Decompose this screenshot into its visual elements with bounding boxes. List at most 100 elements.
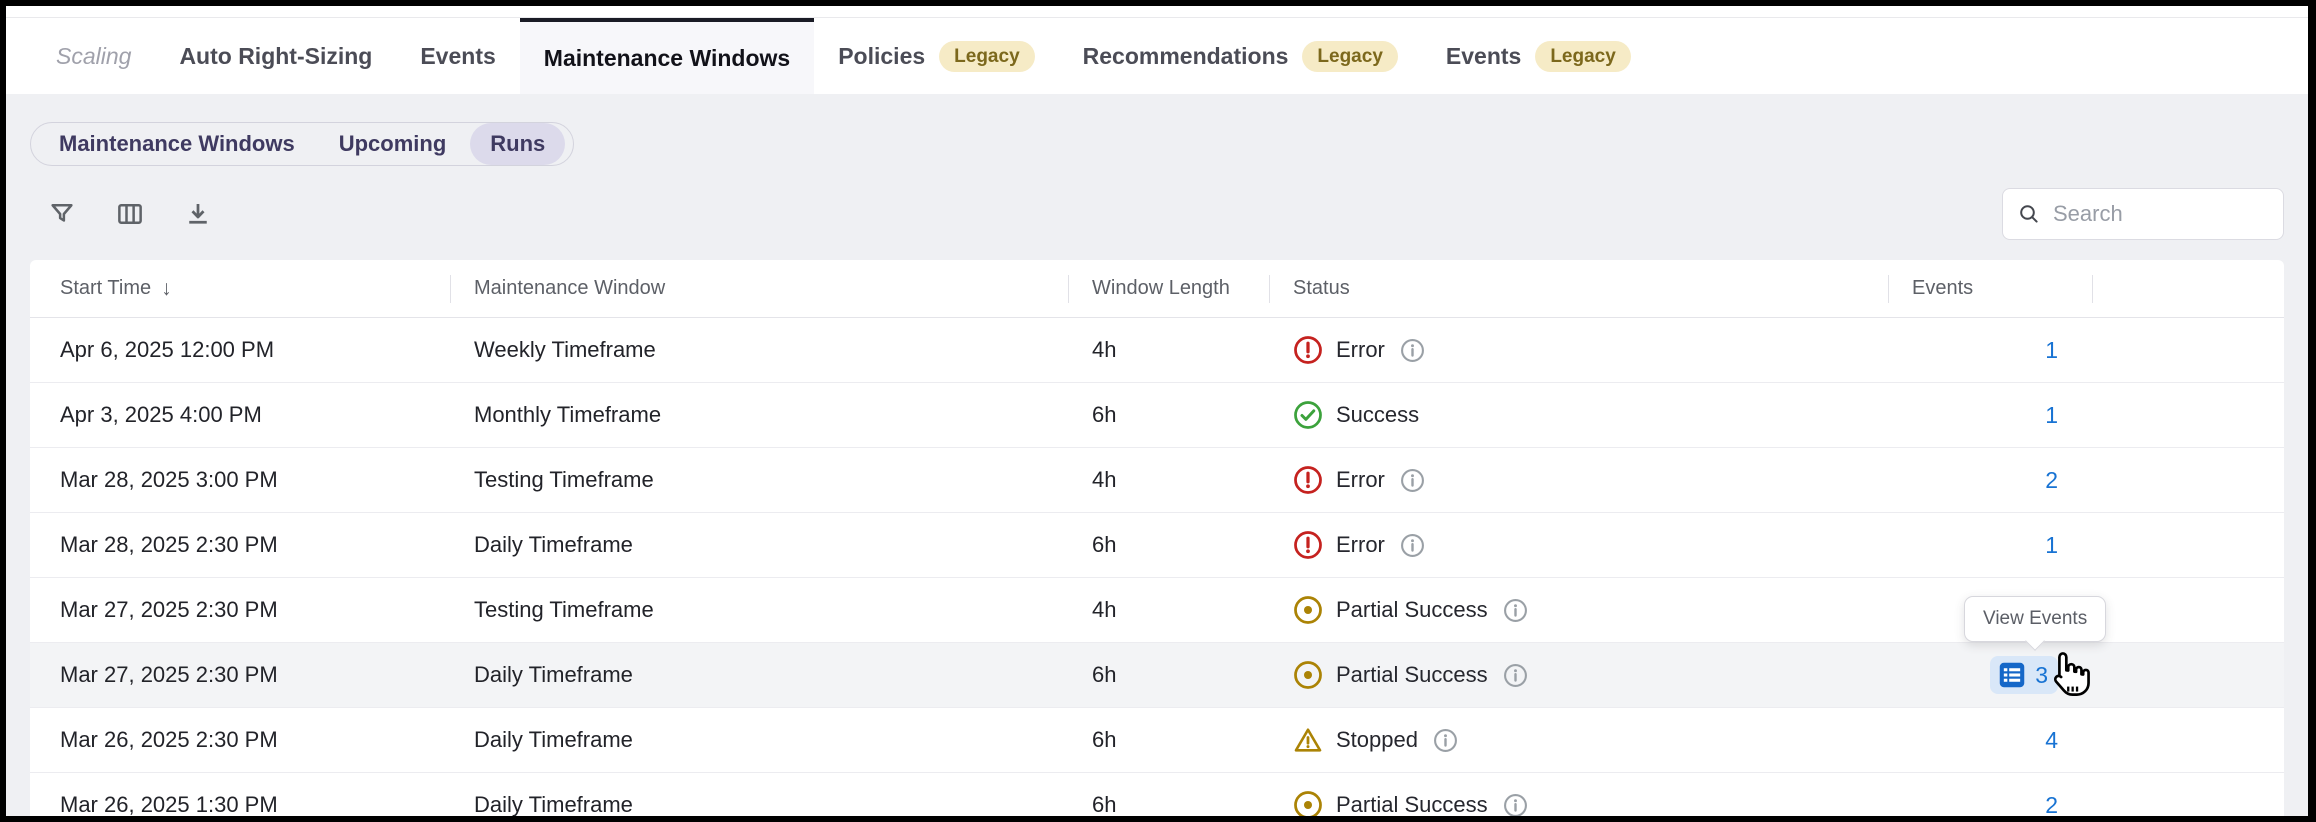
table-toolbar xyxy=(30,188,2284,240)
status-partial-icon xyxy=(1293,595,1323,625)
status-partial-icon xyxy=(1293,660,1323,690)
tab-auto-right-sizing[interactable]: Auto Right-Sizing xyxy=(155,18,396,94)
search-box[interactable] xyxy=(2002,188,2284,240)
info-icon[interactable] xyxy=(1400,468,1425,493)
tab-label: Auto Right-Sizing xyxy=(179,42,373,69)
subtab-label: Upcoming xyxy=(338,131,447,156)
info-icon[interactable] xyxy=(1400,338,1425,363)
events-cell: 1 xyxy=(1888,383,2092,447)
table-row: Mar 28, 2025 3:00 PM Testing Timeframe 4h E… xyxy=(30,448,2284,513)
subtab-label: Maintenance Windows xyxy=(59,131,295,156)
info-icon[interactable] xyxy=(1433,728,1458,753)
actions-cell xyxy=(2092,383,2284,447)
maintenance-window-value: Testing Timeframe xyxy=(474,467,654,492)
maintenance-window-cell: Daily Timeframe xyxy=(450,513,1068,577)
filter-button[interactable] xyxy=(46,198,78,230)
tooltip-text: View Events xyxy=(1983,608,2088,629)
start-time-cell: Mar 28, 2025 2:30 PM xyxy=(30,513,450,577)
tab-label: Events xyxy=(1445,42,1522,69)
table-row: Apr 6, 2025 12:00 PM Weekly Timeframe 4h Er… xyxy=(30,318,2284,383)
status-label: Success xyxy=(1336,402,1420,427)
window-length-cell: 6h xyxy=(1068,383,1269,447)
table-row: Mar 27, 2025 2:30 PM Testing Timeframe 4h P… xyxy=(30,578,2284,643)
window-length-value: 4h xyxy=(1092,337,1117,362)
tab-scaling[interactable]: Scaling xyxy=(32,18,155,94)
maintenance-window-value: Daily Timeframe xyxy=(474,532,633,557)
actions-cell xyxy=(2092,318,2284,382)
window-length-value: 6h xyxy=(1092,402,1117,427)
start-time-cell: Apr 3, 2025 4:00 PM xyxy=(30,383,450,447)
search-input[interactable] xyxy=(2051,200,2269,228)
toolbar-icons xyxy=(30,198,214,230)
column-header-maintenance-window[interactable]: Maintenance Window xyxy=(450,260,1068,317)
tab-events[interactable]: Events Legacy xyxy=(1422,18,1655,94)
status-label: Error xyxy=(1336,337,1385,362)
status-error-icon xyxy=(1293,335,1323,365)
subtab-runs[interactable]: Runs xyxy=(470,123,566,165)
content-area: Maintenance Windows Upcoming Runs Start Ti… xyxy=(6,94,2308,816)
info-icon[interactable] xyxy=(1503,598,1528,623)
window-length-cell: 4h xyxy=(1068,318,1269,382)
info-icon[interactable] xyxy=(1503,793,1528,816)
column-header-label: Window Length xyxy=(1092,277,1230,299)
status-cell: Error xyxy=(1269,318,1888,382)
sort-desc-icon[interactable]: ↓ xyxy=(161,276,172,300)
subtab-upcoming[interactable]: Upcoming xyxy=(319,123,467,165)
tab-label: Scaling xyxy=(56,42,132,69)
start-time-value: Mar 28, 2025 2:30 PM xyxy=(60,532,278,557)
window-length-value: 6h xyxy=(1092,792,1117,816)
start-time-value: Mar 26, 2025 2:30 PM xyxy=(60,727,278,752)
events-count-link[interactable]: 2 xyxy=(2045,791,2058,817)
window-length-cell: 4h xyxy=(1068,578,1269,642)
start-time-value: Mar 27, 2025 2:30 PM xyxy=(60,662,278,687)
status-badge: Stopped xyxy=(1293,725,1458,755)
table-row: Mar 26, 2025 1:30 PM Daily Timeframe 6h Par… xyxy=(30,773,2284,816)
table-row: Mar 26, 2025 2:30 PM Daily Timeframe 6h Sto… xyxy=(30,708,2284,773)
view-events-tooltip: View Events xyxy=(1964,596,2107,642)
download-icon xyxy=(183,199,213,229)
view-events-button[interactable]: 3 xyxy=(1990,656,2058,694)
tab-label: Recommendations xyxy=(1082,42,1289,69)
maintenance-window-cell: Testing Timeframe xyxy=(450,578,1068,642)
status-cell: Success xyxy=(1269,383,1888,447)
column-header-window-length[interactable]: Window Length xyxy=(1068,260,1269,317)
events-count-link[interactable]: 4 xyxy=(2045,726,2058,753)
events-count-link[interactable]: 2 xyxy=(2045,466,2058,493)
window-length-value: 4h xyxy=(1092,467,1117,492)
view-events-list-icon xyxy=(1998,661,2026,689)
events-count-link[interactable]: 1 xyxy=(2045,531,2058,558)
columns-button[interactable] xyxy=(114,198,146,230)
start-time-cell: Mar 26, 2025 1:30 PM xyxy=(30,773,450,816)
events-count-link[interactable]: 3 xyxy=(2035,661,2048,688)
sub-tab-group: Maintenance Windows Upcoming Runs xyxy=(30,122,575,166)
status-error-icon xyxy=(1293,465,1323,495)
subtab-label: Runs xyxy=(490,131,546,156)
start-time-cell: Mar 27, 2025 2:30 PM xyxy=(30,643,450,707)
column-header-start-time[interactable]: Start Time ↓ xyxy=(30,260,450,317)
start-time-cell: Mar 27, 2025 2:30 PM xyxy=(30,578,450,642)
tab-maintenance-windows[interactable]: Maintenance Windows xyxy=(519,18,815,94)
window-length-cell: 6h xyxy=(1068,513,1269,577)
tab-recommendations[interactable]: Recommendations Legacy xyxy=(1059,18,1422,94)
column-header-status[interactable]: Status xyxy=(1269,260,1888,317)
tab-label: Events xyxy=(420,42,496,69)
maintenance-window-cell: Daily Timeframe xyxy=(450,643,1068,707)
info-icon[interactable] xyxy=(1503,663,1528,688)
info-icon[interactable] xyxy=(1400,533,1425,558)
events-count-link[interactable]: 1 xyxy=(2045,336,2058,363)
status-badge: Error xyxy=(1293,465,1425,495)
status-label: Partial Success xyxy=(1336,662,1488,687)
column-header-events[interactable]: Events xyxy=(1888,260,2092,317)
events-count-link[interactable]: 1 xyxy=(2045,401,2058,428)
subtab-maintenance-windows[interactable]: Maintenance Windows xyxy=(39,123,315,165)
events-cell: 2 xyxy=(1888,773,2092,817)
tab-events[interactable]: Events xyxy=(396,18,519,94)
download-button[interactable] xyxy=(182,198,214,230)
status-badge: Partial Success xyxy=(1293,660,1528,690)
window-length-value: 6h xyxy=(1092,727,1117,752)
maintenance-window-value: Weekly Timeframe xyxy=(474,337,656,362)
status-cell: Stopped xyxy=(1269,708,1888,772)
tab-policies[interactable]: Policies Legacy xyxy=(814,18,1058,94)
actions-cell xyxy=(2092,773,2284,816)
